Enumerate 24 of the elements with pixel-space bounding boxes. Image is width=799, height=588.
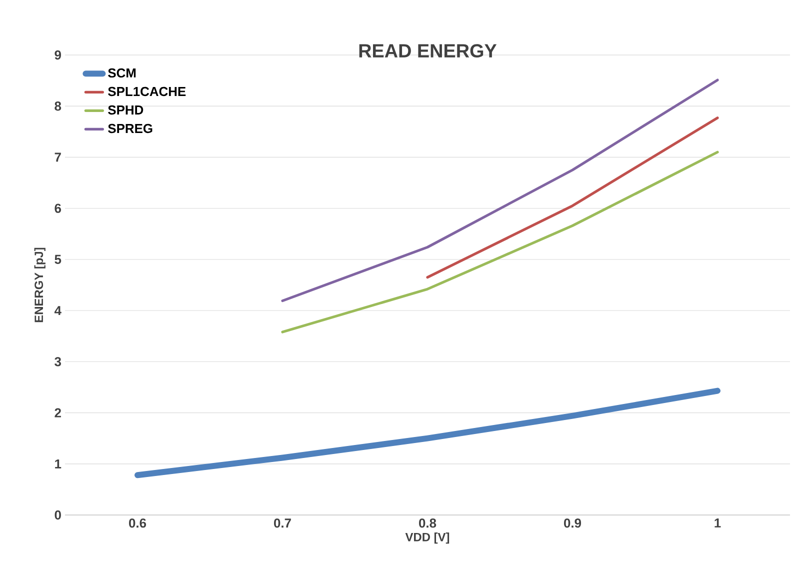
y-tick-label: 3 (54, 357, 62, 366)
legend-label: SPL1CACHE (108, 86, 186, 96)
y-tick-label: 2 (54, 408, 61, 418)
line-series (281, 150, 719, 334)
y-tick-label: 4 (54, 306, 62, 316)
legend-label: SPREG (108, 124, 152, 134)
chart-title: READ ENERGY (359, 44, 497, 58)
line-series (281, 78, 719, 302)
x-tick-label: 0.9 (564, 518, 582, 528)
legend-label: SCM (108, 68, 136, 78)
x-tick-label: 0.8 (419, 518, 436, 528)
y-tick-label: 6 (54, 204, 62, 213)
y-tick-label: 8 (54, 102, 62, 111)
x-tick-label: 1 (714, 518, 721, 528)
x-tick-label: 0.7 (274, 518, 291, 528)
y-tick-label: 9 (54, 50, 61, 60)
y-axis-title: ENERGY [pJ] (34, 248, 46, 322)
y-tick-label: 7 (54, 152, 61, 162)
x-axis-title: VDD [V] (405, 532, 450, 544)
y-tick-label: 0 (54, 510, 61, 520)
y-tick-label: 1 (55, 459, 62, 468)
legend-label: SPHD (108, 105, 144, 115)
y-tick-label: 5 (54, 254, 62, 264)
x-tick-label: 0.6 (129, 518, 146, 528)
